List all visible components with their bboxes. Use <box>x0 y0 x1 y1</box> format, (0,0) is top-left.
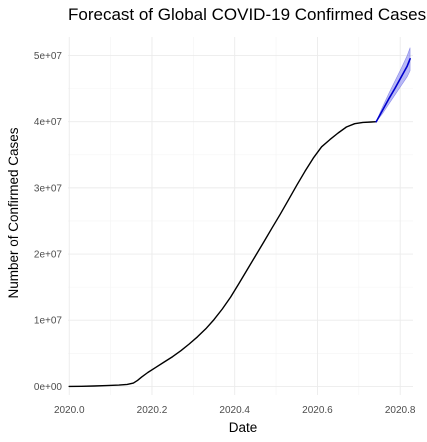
x-tick-label: 2020.8 <box>385 405 416 416</box>
x-tick-label: 2020.2 <box>137 405 168 416</box>
y-tick-label: 0e+00 <box>34 382 63 393</box>
y-tick-label: 1e+07 <box>34 316 63 327</box>
actual-series-line <box>68 120 377 388</box>
x-axis-ticks: 2020.0 2020.2 2020.4 2020.6 2020.8 <box>54 405 416 416</box>
forecast-series-line <box>375 57 411 123</box>
x-tick-label: 2020.0 <box>54 405 85 416</box>
y-tick-label: 2e+07 <box>34 250 63 261</box>
y-axis-title: Number of Confirmed Cases <box>6 127 21 298</box>
chart-title: Forecast of Global COVID-19 Confirmed Ca… <box>68 5 426 24</box>
x-tick-label: 2020.4 <box>219 405 250 416</box>
x-tick-label: 2020.6 <box>302 405 333 416</box>
x-axis-title: Date <box>229 420 258 435</box>
forecast-interval-band <box>375 47 411 122</box>
forecast-interval-band-layer <box>375 47 411 122</box>
grid <box>68 37 413 395</box>
y-tick-label: 4e+07 <box>34 117 63 128</box>
y-tick-label: 3e+07 <box>34 183 63 194</box>
y-axis-ticks: 0e+00 1e+07 2e+07 3e+07 4e+07 5e+07 <box>34 51 63 393</box>
y-tick-label: 5e+07 <box>34 51 63 62</box>
series-lines <box>68 57 411 388</box>
